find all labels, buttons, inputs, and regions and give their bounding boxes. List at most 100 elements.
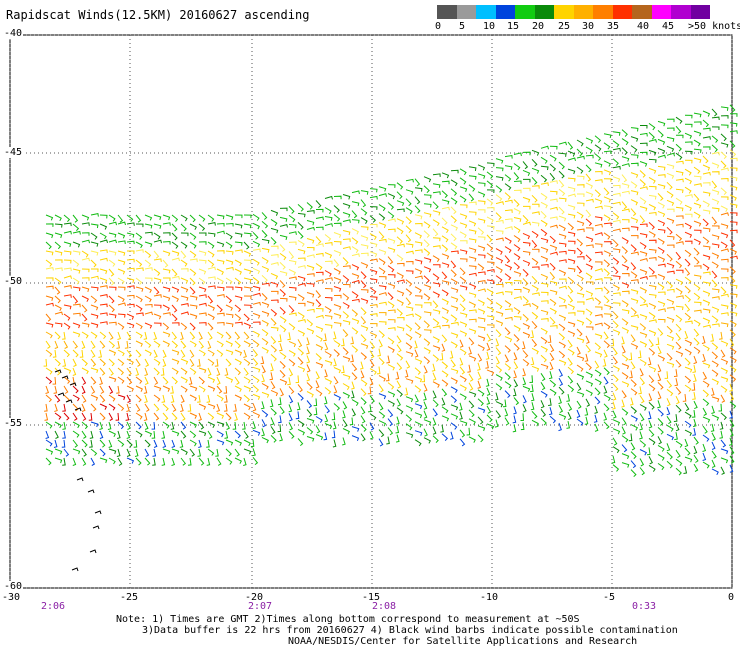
x-tick-label: -25 (120, 592, 139, 603)
wind-barb (486, 405, 492, 414)
wind-barb (729, 383, 733, 392)
wind-barb (288, 386, 295, 394)
wind-barb (675, 260, 683, 269)
wind-barb (720, 367, 729, 374)
wind-barb (423, 410, 428, 419)
wind-barb (144, 214, 153, 221)
wind-barb (495, 176, 504, 181)
wind-barb (43, 358, 48, 367)
wind-barb (207, 349, 215, 357)
wind-barb (315, 434, 324, 441)
wind-barb (540, 300, 549, 304)
wind-barb (90, 421, 99, 428)
wind-barb (144, 448, 150, 457)
wind-barb (135, 259, 143, 267)
wind-barb (450, 250, 459, 255)
wind-barb (522, 314, 529, 322)
wind-barb (522, 151, 531, 156)
wind-barb (250, 439, 255, 448)
wind-barb (324, 405, 331, 414)
wind-barb (549, 352, 555, 362)
wind-barb (279, 433, 283, 442)
wind-barb (315, 425, 321, 434)
wind-barb (360, 252, 369, 257)
wind-barb (459, 393, 467, 400)
wind-barb (324, 342, 329, 351)
wind-barb (540, 237, 549, 244)
wind-barb (720, 223, 729, 229)
wind-barb (711, 369, 719, 377)
wind-barb (234, 268, 242, 275)
wind-barb (682, 394, 687, 402)
wind-barb (729, 338, 735, 347)
wind-barb (441, 271, 448, 280)
wind-barb (423, 293, 431, 301)
wind-barb (711, 414, 720, 421)
wind-barb (288, 251, 295, 260)
wind-barb (675, 178, 684, 183)
wind-barb (90, 241, 99, 247)
wind-barb (369, 368, 377, 375)
wind-barb (270, 261, 279, 266)
wind-barb (162, 439, 167, 448)
wind-barb (90, 394, 99, 401)
wind-barb (72, 312, 81, 317)
wind-barb (468, 355, 477, 362)
wind-barb (504, 363, 512, 371)
wind-barb (143, 412, 148, 421)
wind-barb (351, 435, 360, 441)
wind-barb (279, 325, 287, 333)
wind-barb (54, 358, 61, 367)
wind-barb (243, 313, 250, 322)
wind-barb (117, 421, 125, 430)
wind-barb (288, 214, 296, 223)
wind-barb (495, 329, 502, 338)
wind-barb (269, 399, 274, 408)
wind-barb (720, 376, 729, 383)
wind-barb (295, 411, 300, 420)
wind-barb (414, 322, 421, 331)
wind-barb (720, 412, 727, 421)
wind-barb (396, 416, 400, 425)
wind-barb (495, 410, 502, 419)
wind-barb (567, 384, 575, 393)
wind-barb (351, 219, 360, 224)
wind-barb (369, 422, 375, 431)
wind-barb (342, 230, 351, 236)
wind-barb (279, 262, 286, 270)
wind-barb (126, 394, 131, 403)
wind-barb (405, 405, 414, 412)
wind-barb (324, 195, 333, 200)
wind-barb (486, 315, 495, 321)
wind-barb (702, 371, 708, 380)
wind-barb (576, 184, 585, 188)
wind-barb (89, 439, 93, 448)
wind-barb (486, 279, 495, 285)
wind-barb (369, 223, 378, 228)
wind-barb (270, 209, 279, 216)
wind-barb (72, 367, 77, 376)
wind-barb (342, 302, 350, 309)
wind-barb (207, 313, 215, 321)
wind-barb (360, 190, 369, 195)
wind-barb (621, 190, 630, 195)
wind-barb (630, 271, 638, 279)
wind-barb (171, 313, 178, 322)
wind-barb (648, 230, 656, 238)
wind-barb (225, 286, 234, 291)
wind-barb (711, 198, 720, 205)
wind-barb (333, 349, 340, 357)
contaminated-wind-barb (54, 369, 62, 374)
wind-barb (450, 314, 458, 322)
wind-barb (630, 279, 639, 283)
wind-barb (261, 282, 270, 287)
wind-barb (477, 353, 483, 362)
wind-barb (639, 431, 643, 440)
wind-barb (513, 352, 518, 361)
wind-barb (126, 232, 135, 238)
wind-barb (666, 172, 675, 179)
wind-barb (369, 233, 377, 240)
wind-barb (441, 289, 449, 297)
wind-barb (621, 417, 627, 426)
wind-barb (603, 222, 612, 227)
